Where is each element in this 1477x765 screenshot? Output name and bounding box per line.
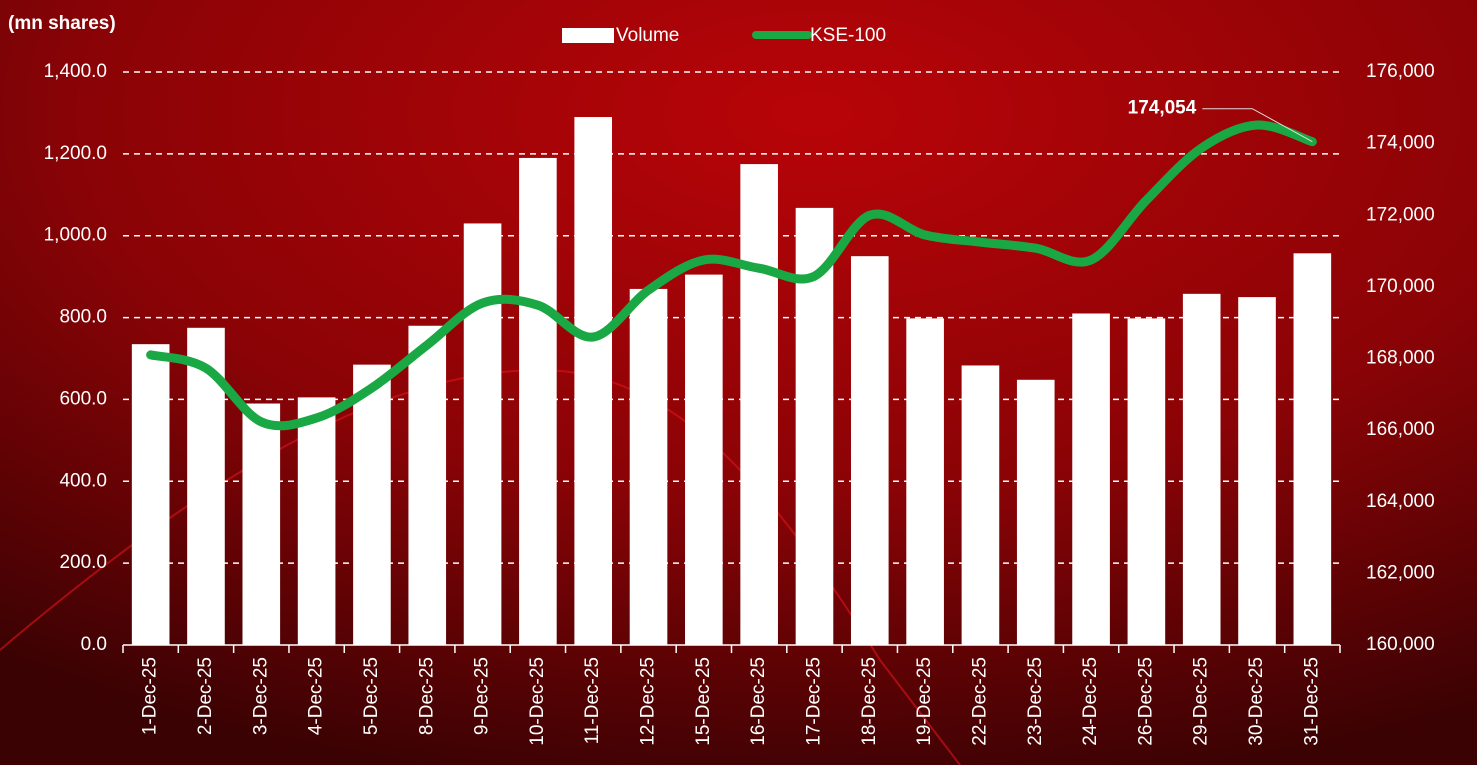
bar	[961, 365, 1000, 645]
x-tick-label: 18-Dec-25	[859, 657, 880, 746]
x-tick-label: 8-Dec-25	[416, 657, 437, 735]
x-tick-label: 12-Dec-25	[638, 657, 659, 746]
legend-label: Volume	[616, 25, 679, 46]
bar	[408, 325, 447, 645]
bar	[1016, 379, 1055, 645]
y2-tick-label: 164,000	[1366, 491, 1435, 512]
y-tick-label: 1,200.0	[44, 143, 107, 164]
x-tick-label: 29-Dec-25	[1191, 657, 1212, 746]
bar	[1182, 293, 1221, 645]
x-tick-label: 5-Dec-25	[361, 657, 382, 735]
x-tick-label: 2-Dec-25	[195, 657, 216, 735]
bar	[519, 157, 557, 645]
bar	[353, 364, 391, 645]
x-tick-label: 11-Dec-25	[582, 657, 603, 744]
x-tick-label: 23-Dec-25	[1025, 657, 1046, 746]
y-tick-label: 600.0	[59, 388, 107, 409]
bar	[463, 223, 502, 645]
bar	[850, 256, 889, 645]
bar	[131, 344, 170, 645]
x-tick-label: 16-Dec-25	[748, 657, 769, 746]
x-tick-label: 17-Dec-25	[803, 657, 824, 746]
bar	[1072, 313, 1110, 645]
legend: Volume KSE-100	[562, 25, 886, 46]
y-tick-label: 200.0	[59, 552, 107, 573]
y-tick-label: 400.0	[59, 470, 107, 491]
x-tick-label: 19-Dec-25	[914, 657, 935, 746]
bar	[906, 318, 944, 645]
x-tick-label: 30-Dec-25	[1246, 657, 1267, 746]
y-tick-label: 1,400.0	[44, 61, 107, 82]
bar	[740, 164, 778, 645]
bar	[1293, 253, 1332, 645]
x-tick-label: 4-Dec-25	[306, 657, 327, 735]
x-tick-label: 22-Dec-25	[969, 657, 990, 746]
y2-tick-label: 160,000	[1366, 634, 1435, 655]
x-tick-label: 15-Dec-25	[693, 657, 714, 746]
x-tick-label: 9-Dec-25	[472, 657, 493, 735]
bar	[685, 274, 723, 645]
legend-label: KSE-100	[810, 25, 886, 46]
x-tick-label: 26-Dec-25	[1135, 657, 1156, 746]
data-label: 174,054	[1128, 98, 1197, 119]
y2-tick-label: 172,000	[1366, 204, 1435, 225]
x-tick-label: 31-Dec-25	[1301, 657, 1322, 746]
legend-swatch	[562, 28, 614, 43]
y-axis-label: (mn shares)	[8, 13, 116, 34]
x-tick-label: 1-Dec-25	[140, 657, 161, 735]
y2-tick-label: 162,000	[1366, 562, 1435, 583]
y2-tick-label: 174,000	[1366, 133, 1435, 154]
x-tick-label: 24-Dec-25	[1080, 657, 1101, 746]
y-tick-label: 1,000.0	[44, 225, 107, 246]
y-tick-label: 800.0	[59, 307, 107, 328]
label-leader	[1202, 108, 1313, 143]
bar	[574, 117, 613, 646]
x-tick-label: 10-Dec-25	[527, 657, 548, 746]
y2-tick-label: 170,000	[1366, 276, 1435, 297]
bar	[1127, 318, 1166, 645]
y-tick-label: 0.0	[81, 634, 107, 655]
y2-tick-label: 176,000	[1366, 61, 1435, 82]
bar	[629, 288, 668, 645]
line	[146, 120, 1317, 431]
bar	[1238, 297, 1276, 645]
y2-tick-label: 166,000	[1366, 419, 1435, 440]
bar	[242, 403, 281, 645]
y2-tick-label: 168,000	[1366, 348, 1435, 369]
bar	[297, 397, 336, 645]
x-tick-label: 3-Dec-25	[250, 657, 271, 735]
